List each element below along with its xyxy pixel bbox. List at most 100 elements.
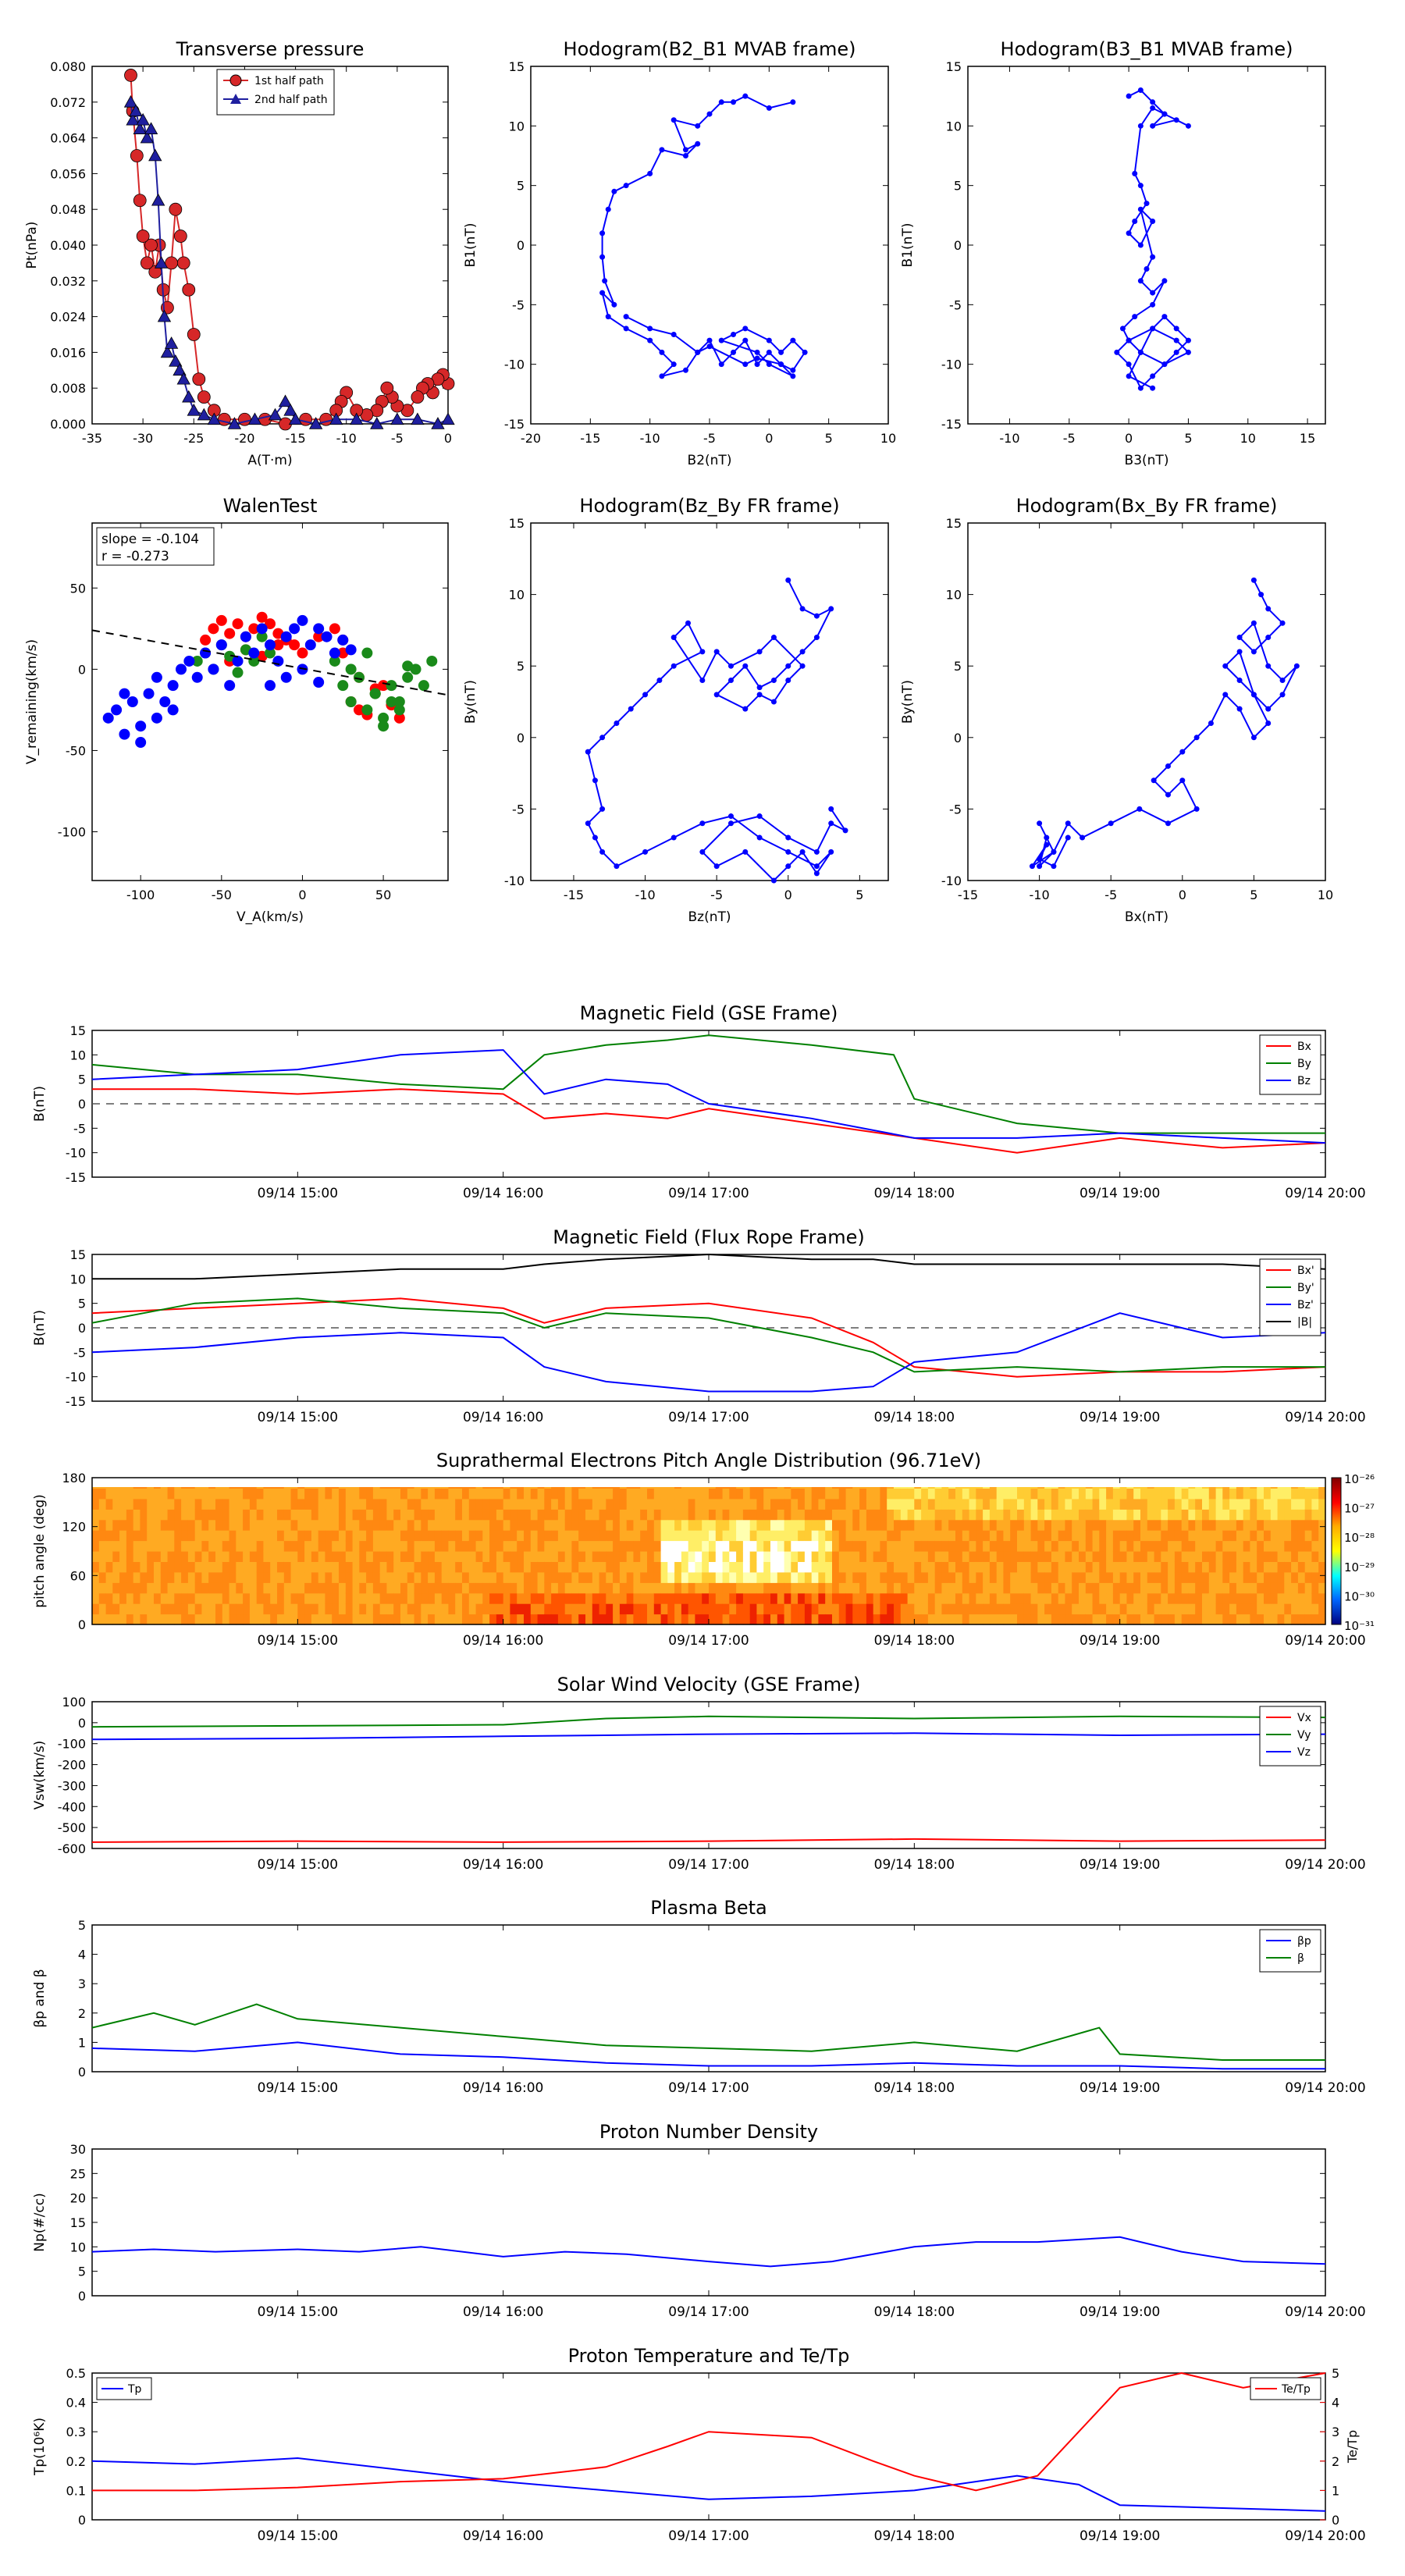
pad-cell: [98, 1540, 107, 1552]
beta-legend: [1259, 1929, 1321, 1973]
pad-cell: [921, 1540, 929, 1552]
pad-cell: [1181, 1551, 1190, 1562]
pad-cell: [921, 1509, 929, 1521]
pad-cell: [1092, 1561, 1100, 1573]
pad-cell: [551, 1498, 559, 1510]
pad-cell: [359, 1540, 367, 1552]
walen-point: [337, 680, 349, 692]
pad-cell: [592, 1530, 600, 1542]
pad-cell: [983, 1488, 991, 1500]
walen-point: [248, 623, 260, 635]
walen-point: [337, 634, 349, 646]
pad-cell: [606, 1592, 614, 1604]
pad-cell: [1195, 1519, 1203, 1531]
hodo3-point: [670, 834, 677, 841]
pad-cell: [379, 1540, 388, 1552]
pad-cell: [400, 1519, 408, 1531]
pad-cell: [311, 1498, 319, 1510]
pad-cell: [277, 1519, 285, 1531]
pad-cell: [517, 1519, 525, 1531]
pad-cell: [1085, 1498, 1094, 1510]
pad-cell: [653, 1519, 662, 1531]
pad-cell: [667, 1551, 675, 1562]
pad-cell: [441, 1561, 450, 1573]
pad-cell: [736, 1519, 744, 1531]
pad-cell: [722, 1488, 730, 1500]
hodo2-point: [1150, 373, 1156, 379]
hodo2-point: [1126, 230, 1132, 237]
pad-cell: [290, 1603, 298, 1615]
pad-cell: [98, 1582, 107, 1594]
pad-cell: [756, 1540, 764, 1552]
pad-cell: [366, 1498, 374, 1510]
pad-cell: [448, 1519, 456, 1531]
pad-cell: [256, 1509, 265, 1521]
pad-cell: [414, 1498, 422, 1510]
hodo3-point: [756, 813, 763, 820]
pad-cell: [1010, 1498, 1018, 1510]
pad-cell: [455, 1540, 463, 1552]
pad-cell: [455, 1561, 463, 1573]
hodo3-point: [785, 663, 791, 669]
vsw-xtick-label: 09/14 20:00: [1285, 1857, 1365, 1873]
pad-cell: [421, 1540, 429, 1552]
pad-cell: [599, 1509, 606, 1521]
pad-cell: [1208, 1530, 1217, 1542]
pad-cell: [1181, 1614, 1190, 1625]
pad-cell: [564, 1540, 573, 1552]
hodo1-point: [647, 326, 653, 332]
pad-cell: [400, 1498, 408, 1510]
pad-cell: [852, 1551, 860, 1562]
pad-cell: [428, 1540, 436, 1552]
pad-cell: [921, 1603, 929, 1615]
pad-cell: [585, 1571, 593, 1583]
pad-cell: [667, 1561, 675, 1573]
hodo2-series-line: [1115, 89, 1190, 390]
pad-cell: [613, 1582, 621, 1594]
pad-cell: [1243, 1561, 1251, 1573]
pad-cell: [667, 1582, 675, 1594]
pad-cell: [777, 1592, 785, 1604]
pad-cell: [147, 1519, 155, 1531]
pad-cell: [379, 1551, 388, 1562]
pad-cell: [941, 1540, 949, 1552]
pad-cell: [1112, 1592, 1121, 1604]
pad-cell: [311, 1540, 319, 1552]
pt-point: [197, 390, 211, 404]
pad-cell: [181, 1561, 189, 1573]
pad-cell: [448, 1614, 456, 1625]
pad-cell: [722, 1551, 730, 1562]
pad-cell: [428, 1571, 436, 1583]
pad-cell: [167, 1498, 175, 1510]
pad-cell: [688, 1551, 696, 1562]
pad-cell: [1133, 1592, 1141, 1604]
pad-cell: [1133, 1582, 1141, 1594]
pad-cell: [297, 1551, 305, 1562]
pad-cell: [1291, 1519, 1299, 1531]
pad-cell: [880, 1488, 887, 1500]
pad-cell: [1257, 1571, 1264, 1583]
pad-cell: [524, 1571, 532, 1583]
np-ytick-label: 30: [70, 2142, 86, 2157]
pad-cell: [194, 1614, 203, 1625]
pad-cell: [798, 1614, 806, 1625]
hodo1-point: [778, 349, 784, 355]
pad-cell: [660, 1530, 668, 1542]
pt-point: [268, 407, 283, 421]
pad-cell: [311, 1571, 319, 1583]
pad-cell: [1311, 1498, 1319, 1510]
pad-cell: [503, 1603, 511, 1615]
pad-cell: [900, 1582, 909, 1594]
pad-cell: [366, 1488, 374, 1500]
pad-cell: [798, 1509, 806, 1521]
pad-cell: [1079, 1561, 1087, 1573]
pad-cell: [510, 1592, 518, 1604]
pad-cell: [1030, 1582, 1038, 1594]
pad-cell: [1030, 1592, 1038, 1604]
pad-cell: [1174, 1530, 1183, 1542]
hodo3-point: [813, 870, 820, 877]
pad-cell: [126, 1614, 134, 1625]
pad-cell: [414, 1571, 422, 1583]
pad-cell: [154, 1530, 162, 1542]
vsw-legend: [1259, 1706, 1321, 1767]
